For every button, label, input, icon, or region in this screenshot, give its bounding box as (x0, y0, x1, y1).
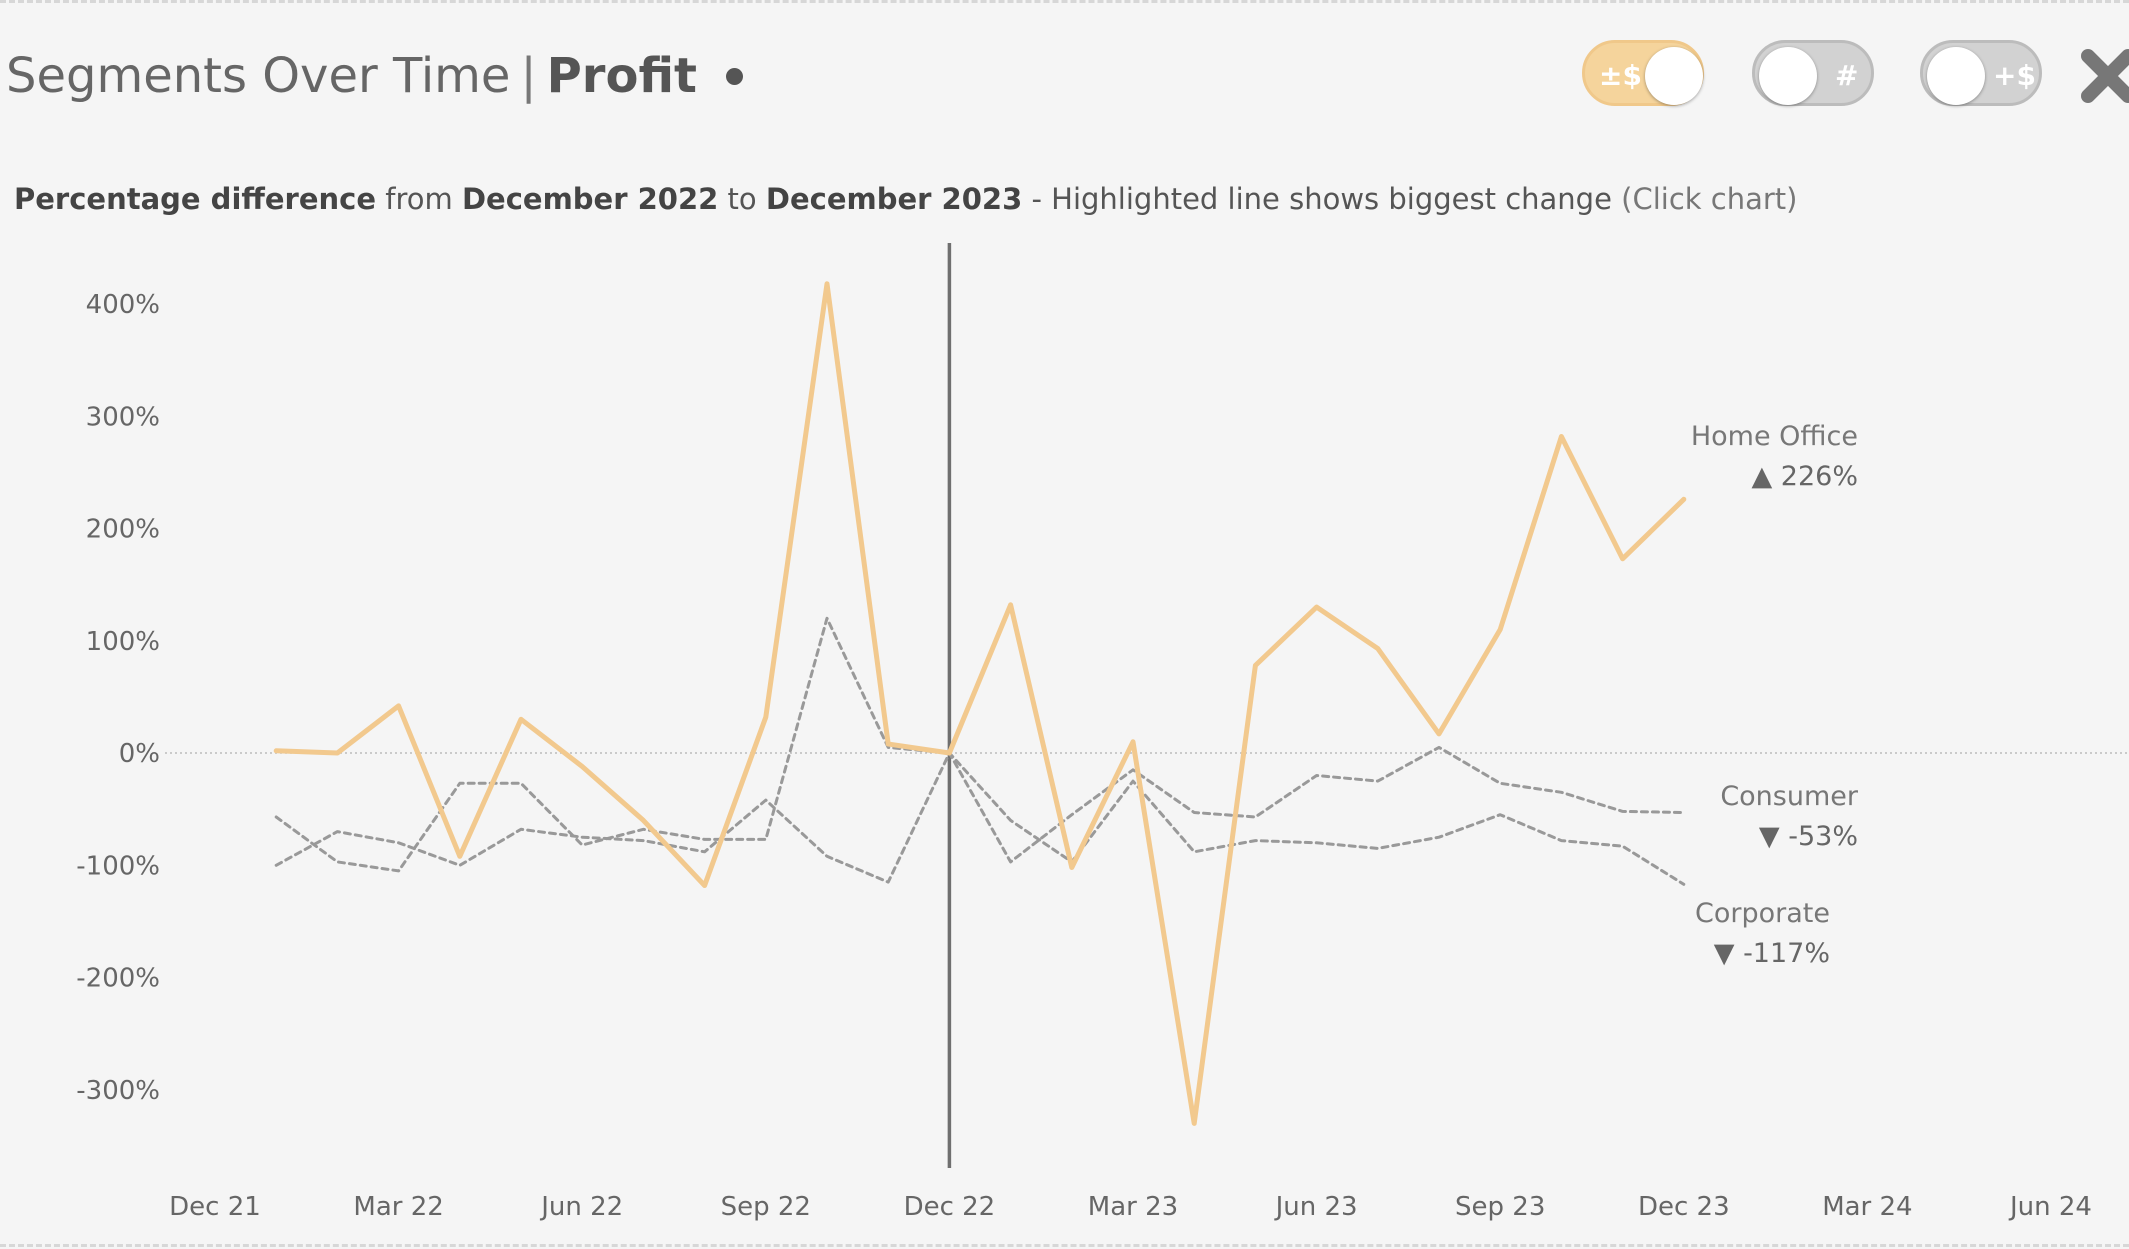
subtitle-start-date: December 2022 (461, 182, 719, 216)
x-tick-label: Dec 21 (169, 1192, 261, 1222)
close-icon[interactable] (2080, 48, 2129, 104)
series-label-corporate: Corporate (1695, 898, 1830, 929)
x-tick-label: Sep 23 (1455, 1192, 1545, 1222)
y-tick-label: 100% (86, 627, 160, 657)
x-tick-label: Jun 24 (2008, 1192, 2092, 1222)
title-measure: Profit (546, 48, 697, 104)
series-label-home-office: Home Office (1691, 421, 1858, 452)
bottom-dashed-border (0, 1244, 2129, 1247)
x-tick-label: Jun 22 (539, 1192, 623, 1222)
info-dot-icon[interactable] (726, 68, 743, 85)
line-chart[interactable]: 400% 300% 200% 100% 0% -100% -200% -300% Dec 21 M… (0, 230, 2129, 1230)
subtitle-end-date: December 2023 (765, 182, 1023, 216)
y-tick-label: 200% (86, 515, 160, 545)
series-line-consumer (274, 616, 1686, 873)
y-tick-label: -100% (76, 851, 160, 881)
y-tick-label: -300% (76, 1076, 160, 1106)
series-line-corporate (274, 751, 1686, 886)
y-tick-label: 0% (119, 739, 160, 769)
toggle-profit-change[interactable]: ±$ (1582, 40, 1704, 106)
toggle-knob (1645, 47, 1703, 105)
toggle-label: +$ (1993, 59, 2036, 92)
x-tick-label: Dec 22 (904, 1192, 996, 1222)
series-change-consumer: ▼ -53% (1759, 821, 1858, 852)
top-dashed-border (0, 0, 2129, 3)
x-tick-label: Dec 23 (1638, 1192, 1730, 1222)
title-separator: | (520, 48, 537, 104)
title-text: Segments Over Time (6, 48, 511, 104)
subtitle-hint: (Click chart) (1621, 182, 1798, 216)
y-tick-label: -200% (76, 964, 160, 994)
x-tick-label: Jun 23 (1274, 1192, 1358, 1222)
subtitle-to: to (727, 182, 757, 216)
subtitle-from: from (385, 182, 453, 216)
subtitle-description: - Highlighted line shows biggest change (1031, 182, 1612, 216)
page-title: Segments Over Time | Profit (6, 48, 697, 104)
y-tick-label: 300% (86, 402, 160, 432)
x-tick-label: Mar 24 (1822, 1192, 1912, 1222)
subtitle-measure: Percentage difference (14, 182, 377, 216)
toggle-profit-total[interactable]: +$ (1920, 40, 2042, 106)
x-tick-label: Mar 23 (1088, 1192, 1178, 1222)
series-change-home-office: ▲ 226% (1751, 461, 1858, 492)
toggle-count[interactable]: # (1752, 40, 1874, 106)
series-label-consumer: Consumer (1720, 781, 1859, 812)
series-line-home-office (273, 281, 1687, 1126)
toggle-label: ±$ (1599, 59, 1642, 92)
toggle-knob (1927, 47, 1985, 105)
toggle-label: # (1835, 59, 1859, 92)
chart-subtitle: Percentage difference from December 2022… (14, 182, 1797, 216)
y-tick-label: 400% (86, 290, 160, 320)
toggle-knob (1759, 47, 1817, 105)
x-tick-label: Mar 22 (353, 1192, 443, 1222)
series-change-corporate: ▼ -117% (1714, 938, 1830, 969)
x-tick-label: Sep 22 (721, 1192, 811, 1222)
